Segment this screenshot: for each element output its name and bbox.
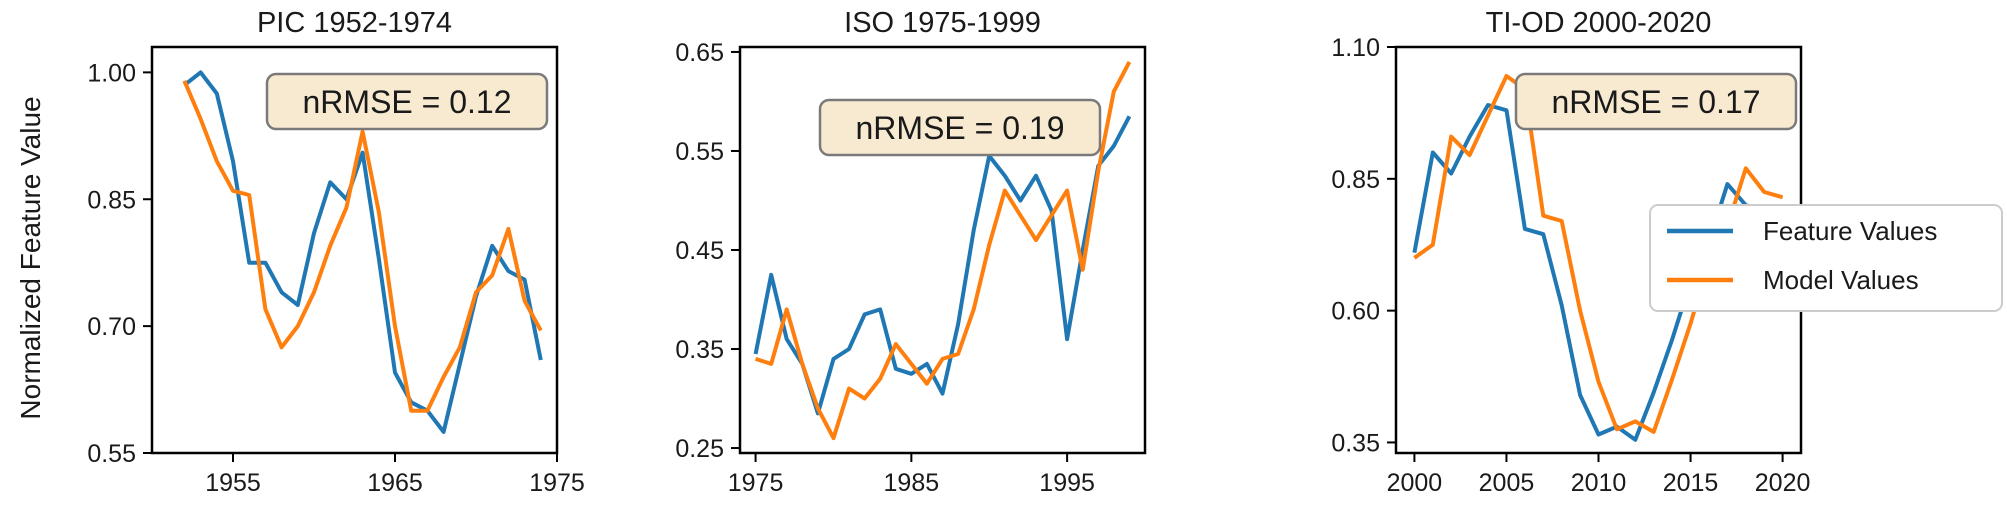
panel-3-ytick-label: 0.60	[1331, 298, 1380, 326]
panel-3-badge-label: nRMSE = 0.17	[1552, 84, 1761, 120]
panel-3-xtick-label: 2020	[1755, 469, 1811, 497]
y-axis-label: Normalized Feature Value	[15, 96, 46, 419]
panel-2-xtick-label: 1995	[1039, 469, 1095, 497]
panel-1-ytick-label: 1.00	[87, 59, 136, 87]
panel-2-xtick-label: 1985	[884, 469, 940, 497]
panel-2-ytick-label: 0.55	[675, 138, 724, 166]
panel-1-title: PIC 1952-1974	[257, 7, 452, 39]
legend-box	[1649, 204, 2003, 312]
panel-3-xtick-label: 2000	[1387, 469, 1443, 497]
panel-3-badge-box	[1514, 72, 1798, 131]
panel-1-xtick-label: 1955	[205, 469, 261, 497]
panel-1: PIC 1952-1974 nRMSE = 0.12 1955 1965 1975 0.5…	[87, 7, 584, 497]
panel-3-ytick-label: 0.85	[1331, 166, 1380, 194]
legend: Feature Values Model Values	[1649, 204, 2003, 312]
panel-2: ISO 1975-1999 nRMSE = 0.19 1975 1985 1995 0.2…	[675, 7, 1147, 497]
panel-1-ytick-label: 0.70	[87, 313, 136, 341]
panel-1-ytick-label: 0.55	[87, 440, 136, 468]
panel-3-line-feature	[1412, 103, 1785, 442]
legend-feature-label: Feature Values	[1763, 216, 1937, 246]
panel-3-xtick-label: 2005	[1479, 469, 1535, 497]
panel-2-ytick-label: 0.45	[675, 237, 724, 265]
panel-2-line-model	[754, 60, 1132, 441]
panels-container: PIC 1952-1974 nRMSE = 0.12 1955 1965 1975 0.5…	[87, 7, 1810, 497]
legend-model-label: Model Values	[1763, 265, 1919, 295]
panel-2-title: ISO 1975-1999	[844, 7, 1041, 39]
panel-1-xtick-label: 1975	[529, 469, 585, 497]
panel-1-ytick-label: 0.85	[87, 186, 136, 214]
panel-3-xtick-label: 2015	[1663, 469, 1719, 497]
panel-2-ytick-label: 0.35	[675, 336, 724, 364]
panel-2-ytick-label: 0.25	[675, 435, 724, 463]
panel-1-frame	[150, 45, 559, 455]
panel-3-ytick-label: 0.35	[1331, 429, 1380, 457]
panel-3-title: TI-OD 2000-2020	[1486, 7, 1712, 39]
panel-2-line-feature	[753, 115, 1132, 416]
panel-1-badge-label: nRMSE = 0.12	[303, 84, 512, 120]
panel-2-badge-label: nRMSE = 0.19	[856, 110, 1065, 146]
panel-1-line-model	[182, 80, 543, 413]
panel-2-xtick-label: 1975	[728, 469, 784, 497]
panel-1-xtick-label: 1965	[367, 469, 423, 497]
panel-1-badge-box	[265, 72, 549, 131]
panel-3-ytick-label: 1.10	[1331, 34, 1380, 62]
panel-1-line-feature	[183, 70, 543, 434]
panel-3-xtick-label: 2010	[1571, 469, 1627, 497]
panel-2-badge-box	[818, 98, 1102, 157]
panel-2-ytick-label: 0.65	[675, 39, 724, 67]
